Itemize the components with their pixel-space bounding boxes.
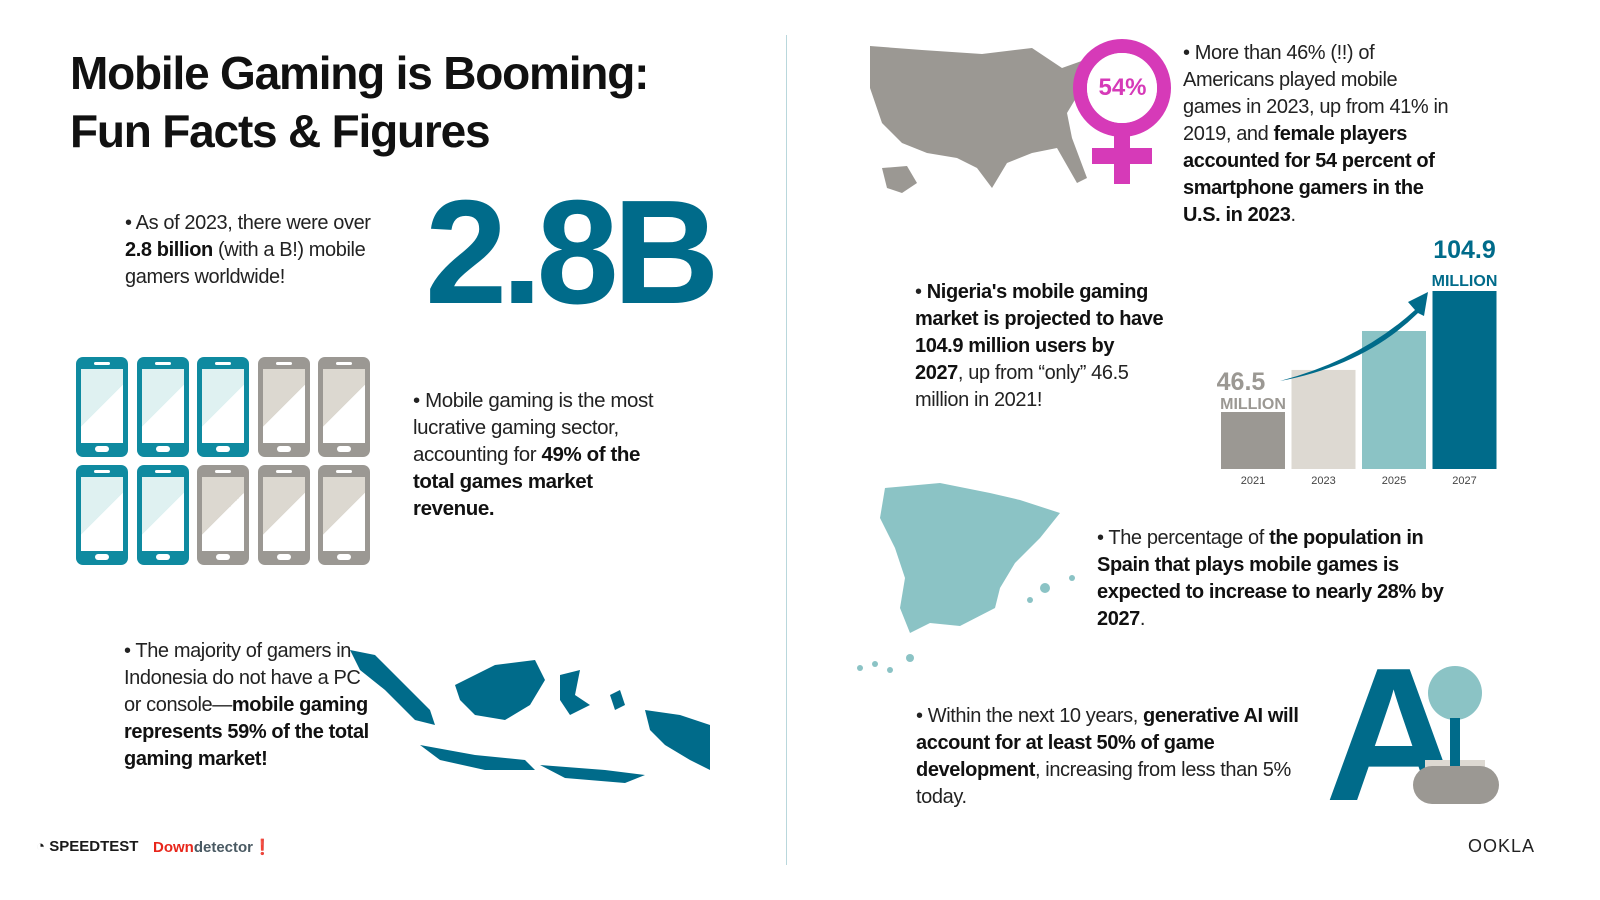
female-percent-badge: 54%	[1098, 74, 1147, 101]
bar-2027	[1432, 291, 1497, 469]
fact-spain: • The percentage of the population in Sp…	[1097, 525, 1457, 633]
big-number: 2.8B	[425, 170, 720, 335]
title-line-2: Fun Facts & Figures	[70, 105, 491, 157]
page-title: Mobile Gaming is Booming: Fun Facts & Fig…	[70, 44, 649, 160]
fact-us-players: • More than 46% (!!) of Americans played…	[1183, 40, 1453, 229]
phone-icon	[76, 465, 128, 565]
fact-revenue: • Mobile gaming is the most lucrative ga…	[413, 387, 663, 522]
phone-icon	[318, 465, 370, 565]
fact-gamers: • As of 2023, there were over 2.8 billio…	[125, 210, 400, 291]
x-tick-label: 2023	[1311, 475, 1335, 487]
phone-icon	[76, 357, 128, 457]
fact-text-segment: mobile gaming represents 59% of the tota…	[124, 694, 369, 770]
fact-text-segment: • More than 46% (!!) of Americans played…	[1183, 42, 1449, 145]
growth-arrow-icon	[1280, 292, 1428, 381]
speedtest-wordmark: SPEEDTEST	[49, 838, 139, 855]
bar-2023	[1291, 369, 1356, 469]
downdetector-wordmark-a: Down	[153, 839, 194, 856]
fact-text-segment: 2.8 billion	[125, 239, 213, 261]
fact-text-segment: • Mobile gaming is the most lucrative ga…	[413, 389, 654, 466]
fact-text-segment: • The percentage of	[1097, 527, 1270, 549]
fact-ai: • Within the next 10 years, generative A…	[916, 703, 1301, 811]
phone-icon	[197, 357, 249, 457]
x-tick-label: 2027	[1452, 475, 1476, 487]
x-tick-label: 2025	[1382, 475, 1406, 487]
fact-text-segment: (with a B!) mobile gamers worldwide!	[125, 239, 366, 288]
fact-text-segment: , increasing from less than 5% today.	[916, 759, 1291, 808]
bar-2021	[1221, 412, 1285, 469]
spain-map	[857, 483, 1075, 673]
phone-icon	[318, 357, 370, 457]
fact-text-segment: generative AI will account for at least …	[916, 705, 1299, 781]
x-tick-label: 2021	[1241, 475, 1265, 487]
female-symbol-icon	[1073, 39, 1171, 184]
fact-text-segment: • Within the next 10 years,	[916, 705, 1144, 727]
phone-icon	[197, 465, 249, 565]
column-divider	[786, 35, 787, 865]
alert-icon: ❗	[253, 839, 272, 856]
fact-indonesia: • The majority of gamers in Indonesia do…	[124, 638, 369, 773]
phone-icon	[136, 465, 189, 565]
speedometer-icon: ◔	[36, 838, 50, 855]
data-label-unit: MILLION	[1432, 273, 1498, 290]
phone-icon	[136, 357, 189, 457]
fact-text-segment: 49% of the total games market revenue.	[413, 443, 641, 520]
phone-icon	[257, 465, 310, 565]
fact-text-segment: female players accounted for 54 percent …	[1183, 123, 1435, 226]
speedtest-logo: ◔ SPEEDTEST	[36, 838, 138, 855]
indonesia-map	[350, 650, 710, 783]
downdetector-wordmark-b: detector	[193, 839, 254, 856]
joystick-icon	[1413, 666, 1499, 804]
data-label-unit: MILLION	[1220, 396, 1286, 413]
fact-text-segment: .	[1290, 204, 1296, 226]
title-line-1: Mobile Gaming is Booming:	[70, 47, 649, 99]
fact-text-segment: • As of 2023, there were over	[125, 212, 371, 234]
fact-text-segment: the population in Spain that plays mobil…	[1097, 527, 1444, 630]
ookla-logo: OOKLA	[1468, 836, 1536, 856]
data-label-value: 104.9	[1433, 240, 1496, 264]
fact-text-segment: , up from “only” 46.5 million in 2021!	[915, 362, 1129, 411]
phone-icon	[257, 357, 310, 457]
data-label-value: 46.5	[1217, 368, 1266, 396]
fact-text-segment: .	[1139, 608, 1146, 630]
fact-text-segment: • The majority of gamers in Indonesia do…	[124, 640, 361, 716]
downdetector-logo: Downdetector❗	[153, 838, 272, 856]
fact-nigeria: • Nigeria's mobile gaming market is proj…	[915, 279, 1165, 414]
fact-text-segment: Nigeria's mobile gaming market is projec…	[915, 281, 1164, 384]
usa-map	[870, 46, 1090, 193]
fact-text-segment: •	[915, 281, 927, 303]
bar-2025	[1362, 330, 1426, 469]
